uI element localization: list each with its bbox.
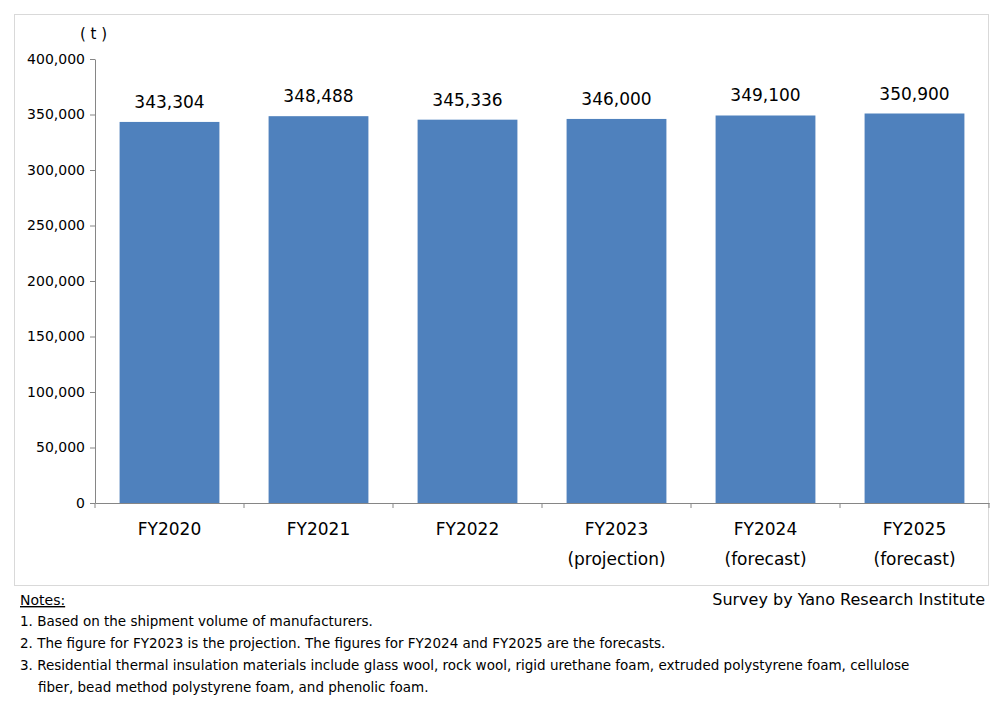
bar: [418, 120, 518, 503]
y-tick-mark: [90, 448, 95, 449]
x-tick: FY2025 (forecast): [873, 503, 955, 569]
y-tick: 250,000: [27, 217, 95, 233]
x-boundary-tick: [542, 503, 543, 508]
x-tick-label: FY2021: [287, 519, 350, 539]
bar: [567, 119, 667, 503]
notes-title: Notes:: [20, 592, 65, 608]
x-tick: FY2024 (forecast): [724, 503, 806, 569]
note-line: 3. Residential thermal insulation materi…: [20, 657, 909, 673]
x-tick: FY2020: [138, 503, 201, 539]
source: Survey by Yano Research Institute: [712, 590, 985, 609]
y-tick-mark: [90, 59, 95, 60]
y-tick-mark: [90, 226, 95, 227]
x-tick-label: FY2025 (forecast): [873, 519, 955, 569]
x-boundary-ticks: [95, 503, 989, 508]
y-tick: 350,000: [27, 106, 95, 122]
y-tick-mark: [90, 392, 95, 393]
x-boundary-tick: [393, 503, 394, 508]
note-line: 1. Based on the shipment volume of manuf…: [20, 613, 373, 629]
x-boundary-tick: [989, 503, 990, 508]
x-tick-label: FY2024 (forecast): [724, 519, 806, 569]
y-tick-mark: [90, 281, 95, 282]
y-tick-label: 150,000: [27, 328, 85, 344]
note-line: 2. The figure for FY2023 is the projecti…: [20, 635, 665, 651]
x-tick-label: FY2023 (projection): [567, 519, 665, 569]
x-tick-label-line: FY2025: [883, 519, 946, 539]
y-tick: 0: [76, 495, 95, 511]
y-axis-line: [95, 60, 96, 504]
bar: [716, 115, 816, 503]
y-tick-label: 200,000: [27, 273, 85, 289]
x-boundary-tick: [840, 503, 841, 508]
x-tick-label-line: FY2024: [734, 519, 797, 539]
bar: [865, 114, 965, 503]
data-labels: 343,304 348,488 345,336 346,000 349,100 350,9…: [134, 84, 949, 112]
y-tick: 150,000: [27, 328, 95, 344]
bar: [120, 122, 220, 503]
x-tick: FY2022: [436, 503, 499, 539]
note-line: fiber, bead method polystyrene foam, and…: [38, 679, 428, 695]
data-label: 350,900: [879, 84, 949, 104]
x-tick-label: FY2020: [138, 519, 201, 539]
data-label: 346,000: [581, 89, 651, 109]
data-label: 345,336: [432, 90, 502, 110]
x-tick-label-line: (forecast): [873, 549, 955, 569]
y-tick: 100,000: [27, 384, 95, 400]
y-tick: 400,000: [27, 51, 95, 67]
y-tick-label: 350,000: [27, 106, 85, 122]
y-tick-mark: [90, 503, 95, 504]
x-tick-label-line: (forecast): [724, 549, 806, 569]
bar: [269, 116, 369, 503]
unit-label: ( t ): [80, 25, 107, 43]
notes: 1. Based on the shipment volume of manuf…: [20, 613, 909, 695]
x-tick-label-line: FY2020: [138, 519, 201, 539]
x-tick: FY2021: [287, 503, 350, 539]
y-tick-label: 400,000: [27, 51, 85, 67]
x-tick-label: FY2022: [436, 519, 499, 539]
bars: [120, 114, 965, 503]
chart-frame: [15, 15, 989, 586]
y-tick-label: 300,000: [27, 162, 85, 178]
x-tick: FY2023 (projection): [567, 503, 665, 569]
y-tick: 50,000: [36, 439, 95, 455]
x-tick-label-line: FY2022: [436, 519, 499, 539]
chart: 0 50,000 100,000 150,000 200,000 250,000 300,0…: [0, 0, 1004, 709]
y-tick-mark: [90, 337, 95, 338]
y-tick-mark: [90, 170, 95, 171]
y-tick-label: 50,000: [36, 439, 85, 455]
y-tick-label: 0: [76, 495, 85, 511]
x-boundary-tick: [95, 503, 96, 508]
y-tick-label: 100,000: [27, 384, 85, 400]
data-label: 343,304: [134, 92, 204, 112]
y-tick: 300,000: [27, 162, 95, 178]
y-tick-label: 250,000: [27, 217, 85, 233]
x-tick-label-line: FY2021: [287, 519, 350, 539]
data-label: 349,100: [730, 85, 800, 105]
x-tick-label-line: FY2023: [585, 519, 648, 539]
x-boundary-tick: [691, 503, 692, 508]
y-tick: 200,000: [27, 273, 95, 289]
x-axis: FY2020FY2021FY2022FY2023(projection)FY20…: [96, 503, 990, 569]
x-boundary-tick: [244, 503, 245, 508]
data-label: 348,488: [283, 86, 353, 106]
x-tick-label-line: (projection): [567, 549, 665, 569]
y-axis: 0 50,000 100,000 150,000 200,000 250,000 300,0…: [27, 51, 95, 511]
y-tick-mark: [90, 115, 95, 116]
